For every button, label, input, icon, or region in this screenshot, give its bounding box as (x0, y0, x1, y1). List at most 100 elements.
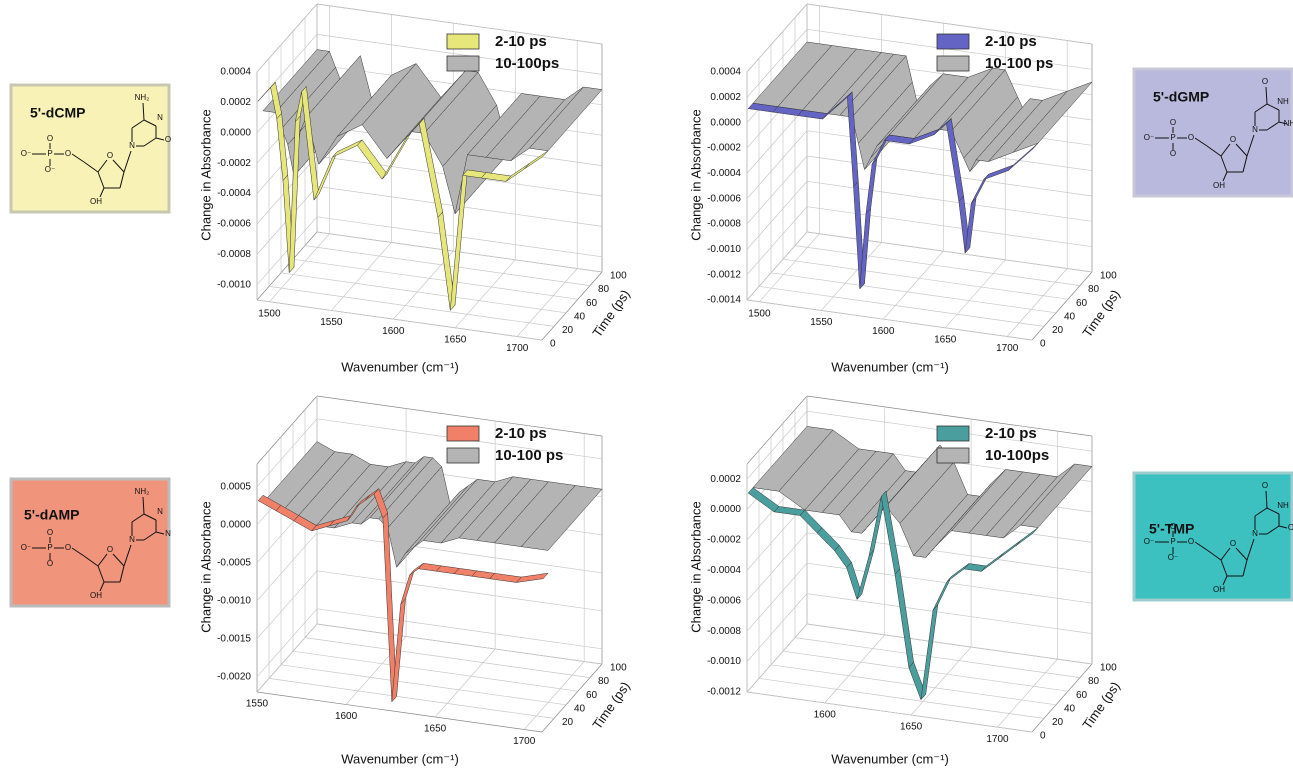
z-axis-title: Time (ps) (589, 679, 632, 732)
atom-label: P (1170, 133, 1175, 142)
bond (131, 119, 145, 129)
z-tick-label: 80 (598, 284, 610, 295)
atom-label: O⁻ (1144, 133, 1154, 142)
bond (1206, 549, 1222, 561)
bond (83, 555, 99, 567)
grid-line (806, 623, 1093, 665)
grid-line (806, 593, 1093, 634)
bond (97, 553, 108, 567)
z-tick-label: 80 (598, 676, 610, 687)
surface-cell (1008, 143, 1039, 171)
surface-cell (920, 603, 939, 701)
grid-line (316, 34, 603, 75)
atom-label: O (1262, 481, 1268, 490)
bond (1266, 103, 1280, 111)
grid-line (256, 570, 318, 640)
molecule-box (9, 477, 171, 608)
grid-line (516, 268, 578, 337)
grid-line (806, 231, 1093, 273)
axis-frame (256, 691, 543, 733)
y-tick-label: -0.0002 (217, 158, 251, 169)
surface-cell (524, 150, 549, 170)
y-tick-label: -0.0004 (707, 565, 741, 576)
bond (155, 531, 165, 535)
molecule-box (1132, 471, 1293, 602)
y-tick-label: -0.0010 (217, 595, 251, 606)
atom-label: O (1188, 537, 1194, 546)
z-tick-label: 80 (1088, 284, 1100, 295)
z-tick-label: 60 (586, 298, 598, 309)
molecule-label: 5'-dGMP (1153, 89, 1209, 105)
y-axis-title: Change in Absorbance (688, 501, 703, 633)
atom-label: O (1262, 77, 1268, 86)
axis-frame (541, 271, 603, 341)
bond (1222, 171, 1228, 182)
atom-label: NH₂ (135, 93, 150, 102)
grid-line (782, 258, 1069, 300)
bond (112, 553, 125, 567)
bond (97, 565, 105, 583)
grid-line (280, 664, 567, 706)
y-tick-label: -0.0006 (707, 193, 741, 204)
surface-cell (865, 157, 878, 215)
bond (123, 544, 132, 567)
bond (1242, 559, 1248, 577)
y-tick-label: 0.0000 (220, 519, 251, 530)
atom-label: NH₂ (1284, 119, 1293, 128)
atom-label: N (157, 113, 163, 122)
atom-label: N (1252, 125, 1258, 134)
grid-line (256, 623, 318, 693)
grid-line (770, 664, 1057, 706)
bond (1254, 103, 1268, 113)
atom-label: NH₂ (135, 487, 150, 496)
bond (1265, 86, 1268, 105)
z-tick-label: 20 (562, 717, 574, 728)
surface-cell (834, 544, 852, 569)
legend-swatch (936, 447, 970, 464)
z-tick-label: 40 (1064, 703, 1076, 714)
bond (1266, 121, 1280, 131)
bond (71, 547, 85, 557)
grid-line (746, 299, 1033, 341)
surface-cell (998, 540, 1021, 559)
y-tick-label: 0.0000 (710, 117, 741, 128)
bond (1206, 145, 1222, 157)
legend-label: 2-10 ps (985, 425, 1037, 442)
molecule-box (9, 83, 171, 214)
grid-line (806, 180, 1093, 222)
z-tick-label: 80 (1088, 676, 1100, 687)
z-tick-label: 60 (1076, 690, 1088, 701)
grid-line (256, 216, 318, 286)
surface-cell (1015, 527, 1039, 547)
bond (1235, 547, 1248, 561)
x-tick-label: 1650 (444, 334, 467, 345)
grid-line (806, 155, 1093, 197)
x-tick-label: 1550 (246, 699, 269, 710)
grid-line (316, 3, 603, 45)
grid-line (770, 272, 1057, 314)
grid-line (746, 155, 808, 225)
bond (143, 513, 157, 521)
x-tick-label: 1700 (996, 343, 1019, 354)
y-tick-label: -0.0020 (217, 671, 251, 682)
grid-line (268, 678, 555, 719)
y-tick-label: -0.0012 (707, 687, 741, 698)
atom-label: NH (1277, 501, 1289, 510)
z-tick-label: 100 (610, 663, 627, 674)
axis-frame (1031, 663, 1093, 733)
legend-label: 10-100ps (495, 55, 559, 72)
x-tick-label: 1600 (814, 710, 837, 721)
y-tick-label: -0.0008 (217, 249, 251, 260)
surface-cell (489, 573, 522, 583)
axis-frame (256, 395, 318, 465)
atom-label: OH (90, 591, 102, 600)
legend-swatch (446, 425, 480, 442)
atom-label: O (165, 135, 171, 144)
legend-swatch (936, 425, 970, 442)
y-axis-title: Change in Absorbance (198, 109, 213, 241)
z-axis-title: Time (ps) (1079, 679, 1122, 732)
grid-line (806, 206, 1093, 248)
grid-line (746, 231, 808, 301)
bond (1220, 547, 1231, 561)
